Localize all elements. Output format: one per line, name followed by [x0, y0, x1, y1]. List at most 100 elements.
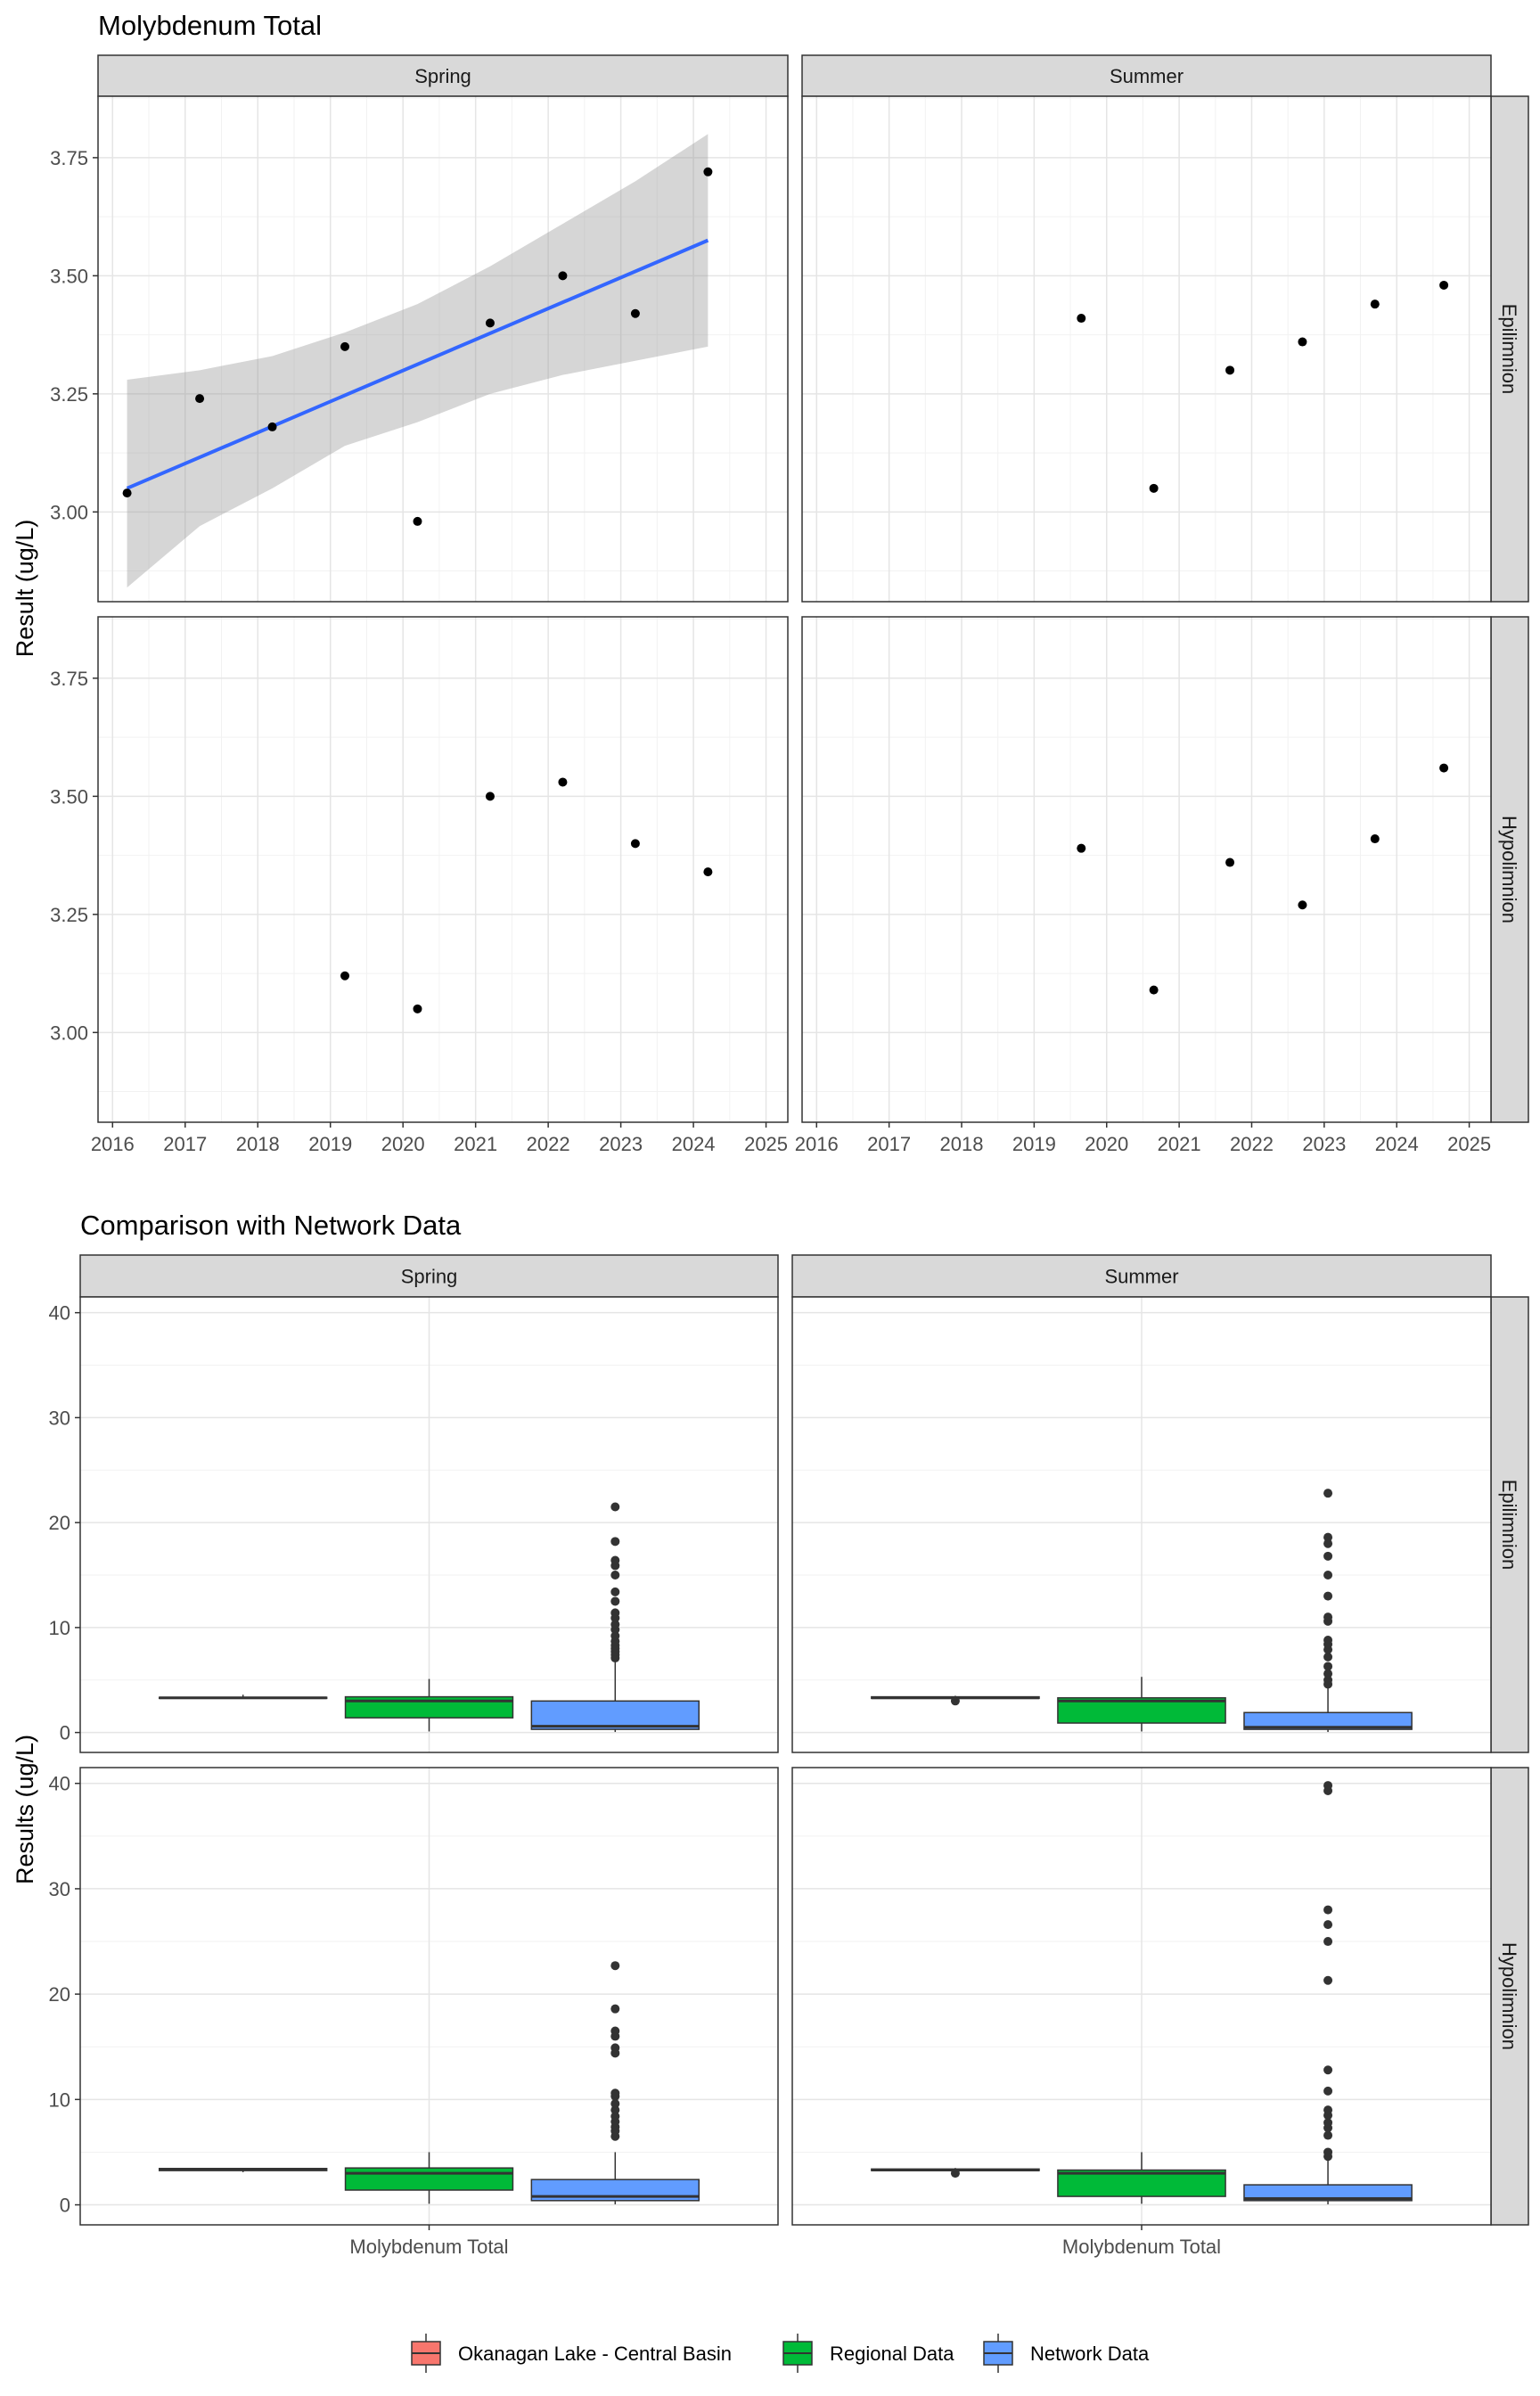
x-tick-label: 2018 — [236, 1133, 280, 1155]
box — [1243, 1711, 1413, 1730]
boxplot-okanagan-lake-central-basin — [158, 1694, 328, 1700]
facet-strip-spring — [79, 1254, 779, 1298]
panel-border — [801, 616, 1492, 1123]
boxplot-regional-data — [344, 2152, 514, 2204]
panel-background — [98, 96, 788, 602]
y-tick-label: 3.25 — [50, 383, 88, 406]
y-tick-label: 20 — [49, 1512, 70, 1534]
legend-item-regional-data: Regional Data — [782, 2334, 954, 2373]
outlier-point — [610, 2099, 620, 2109]
outlier-point — [610, 1571, 620, 1580]
data-point — [1077, 843, 1086, 853]
legend-item-okanagan-lake-central-basin: Okanagan Lake - Central Basin — [411, 2334, 732, 2373]
outlier-point — [610, 1587, 620, 1596]
y-tick-label: 40 — [49, 1302, 70, 1325]
boxplot-network-data — [530, 1961, 700, 2204]
y-tick-label: 20 — [49, 1983, 70, 2006]
outlier-point — [610, 2088, 620, 2098]
outlier-point — [950, 1696, 960, 1706]
facet-strip-label: Spring — [414, 65, 471, 87]
data-point — [122, 488, 132, 498]
x-tick-label: 2017 — [867, 1133, 911, 1155]
scatter-panel-spring-epilimnion: 3.00 3.25 3.50 3.75 — [50, 95, 789, 603]
facet-strip-hypolimnion — [1490, 1767, 1529, 2226]
scatter-chart-title: Molybdenum Total — [98, 10, 322, 41]
outlier-point — [1323, 2147, 1333, 2157]
data-point — [485, 318, 495, 328]
data-point — [340, 971, 350, 981]
box-chart-title: Comparison with Network Data — [80, 1210, 462, 1241]
box-chart-ylabel: Results (ug/L) — [12, 1735, 38, 1884]
facet-strip-label: Epilimnion — [1498, 1480, 1520, 1571]
outlier-point — [1323, 1571, 1333, 1580]
outlier-point — [1323, 1612, 1333, 1622]
outlier-point — [1323, 2130, 1333, 2140]
box-chart: Comparison with Network Data Results (ug… — [12, 1210, 1529, 2373]
boxplot-okanagan-lake-central-basin — [871, 2168, 1040, 2179]
outlier-point — [1323, 1905, 1333, 1915]
x-tick-label: 2016 — [91, 1133, 135, 1155]
panel-border — [79, 1296, 779, 1753]
data-point — [485, 792, 495, 801]
outlier-point — [610, 1555, 620, 1565]
facet-strip-label: Summer — [1104, 1266, 1178, 1288]
data-point — [195, 394, 205, 404]
facet-strip-label: Summer — [1110, 65, 1184, 87]
data-point — [558, 777, 568, 787]
outlier-point — [1323, 1539, 1333, 1548]
outlier-point — [610, 1631, 620, 1641]
outlier-point — [1323, 2105, 1333, 2115]
x-tick-label: Molybdenum Total — [1062, 2236, 1221, 2258]
y-tick-label: 30 — [49, 1407, 70, 1429]
y-tick-label: 10 — [49, 2088, 70, 2111]
outlier-point — [1323, 1920, 1333, 1930]
x-tick-label: 2024 — [1375, 1133, 1419, 1155]
legend-label: Regional Data — [830, 2343, 954, 2365]
data-point — [413, 1004, 422, 1013]
facet-strip-summer — [801, 54, 1492, 97]
x-tick-label: Molybdenum Total — [349, 2236, 508, 2258]
x-tick-label: 2019 — [1012, 1133, 1056, 1155]
confidence-ribbon — [127, 134, 709, 588]
outlier-point — [1323, 1489, 1333, 1498]
data-point — [1298, 337, 1307, 347]
data-point — [1370, 300, 1380, 309]
scatter-panel-summer-epilimnion — [801, 95, 1492, 603]
data-point — [413, 516, 422, 526]
facet-strip-label: Hypolimnion — [1498, 1942, 1520, 2050]
panel-border — [801, 95, 1492, 603]
outlier-point — [610, 1596, 620, 1606]
outlier-point — [610, 2026, 620, 2036]
outlier-point — [610, 1608, 620, 1618]
box — [530, 1700, 700, 1730]
outlier-point — [610, 2105, 620, 2115]
facet-strip-epilimnion — [1490, 95, 1529, 603]
x-tick-label: 2020 — [1085, 1133, 1128, 1155]
outlier-point — [1323, 1662, 1333, 1671]
outlier-point — [1323, 1937, 1333, 1947]
outlier-point — [610, 1502, 620, 1512]
facet-strip-label: Epilimnion — [1498, 304, 1520, 395]
data-point — [1370, 834, 1380, 844]
x-tick-label: 2022 — [527, 1133, 570, 1155]
outlier-point — [610, 2004, 620, 2014]
data-point — [703, 867, 713, 877]
outlier-point — [1323, 1551, 1333, 1561]
y-tick-label: 0 — [60, 2195, 70, 2217]
outlier-point — [1323, 1669, 1333, 1678]
y-tick-label: 40 — [49, 1773, 70, 1795]
scatter-panel-spring-hypolimnion: 3.00 3.25 3.50 3.75 2016 2017 2018 2019 2020 2021… — [50, 616, 789, 1155]
x-tick-label: 2021 — [454, 1133, 497, 1155]
x-tick-label: 2016 — [795, 1133, 839, 1155]
panel-background — [802, 96, 1491, 602]
data-point — [630, 308, 640, 318]
outlier-point — [1323, 1652, 1333, 1662]
legend-label: Network Data — [1030, 2343, 1150, 2365]
x-tick-label: 2019 — [308, 1133, 352, 1155]
x-tick-label: 2024 — [672, 1133, 716, 1155]
x-tick-label: 2020 — [381, 1133, 425, 1155]
y-tick-label: 3.00 — [50, 501, 88, 523]
data-point — [340, 341, 350, 351]
facet-strip-hypolimnion — [1490, 616, 1529, 1123]
